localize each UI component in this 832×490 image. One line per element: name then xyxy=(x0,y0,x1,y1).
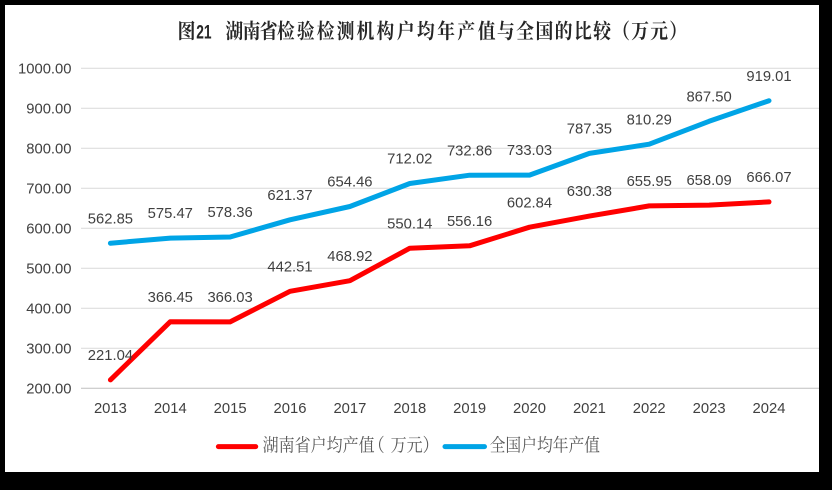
svg-text:630.38: 630.38 xyxy=(567,184,612,200)
svg-text:655.95: 655.95 xyxy=(627,174,672,190)
svg-text:556.16: 556.16 xyxy=(447,214,492,230)
svg-text:1000.00: 1000.00 xyxy=(18,61,72,77)
svg-text:2016: 2016 xyxy=(274,401,307,417)
svg-text:867.50: 867.50 xyxy=(686,89,731,105)
svg-text:468.92: 468.92 xyxy=(327,249,372,265)
svg-text:666.07: 666.07 xyxy=(746,170,791,186)
svg-text:442.51: 442.51 xyxy=(267,259,312,275)
svg-text:21: 21 xyxy=(196,23,212,44)
svg-text:2021: 2021 xyxy=(573,401,606,417)
svg-text:621.37: 621.37 xyxy=(267,188,312,204)
svg-text:2017: 2017 xyxy=(333,401,366,417)
svg-text:733.03: 733.03 xyxy=(507,143,552,159)
svg-text:2015: 2015 xyxy=(214,401,247,417)
svg-text:200.00: 200.00 xyxy=(26,381,71,397)
svg-text:2013: 2013 xyxy=(94,401,127,417)
svg-text:600.00: 600.00 xyxy=(26,221,71,237)
svg-text:562.85: 562.85 xyxy=(88,211,133,227)
svg-text:2023: 2023 xyxy=(693,401,726,417)
svg-text:919.01: 919.01 xyxy=(746,69,791,85)
svg-text:575.47: 575.47 xyxy=(148,206,193,222)
svg-text:2018: 2018 xyxy=(393,401,426,417)
svg-text:2014: 2014 xyxy=(154,401,187,417)
svg-text:800.00: 800.00 xyxy=(26,141,71,157)
svg-text:700.00: 700.00 xyxy=(26,181,71,197)
svg-text:2022: 2022 xyxy=(633,401,666,417)
svg-text:550.14: 550.14 xyxy=(387,216,432,232)
svg-text:400.00: 400.00 xyxy=(26,301,71,317)
svg-text:366.03: 366.03 xyxy=(207,290,252,306)
svg-text:2019: 2019 xyxy=(453,401,486,417)
svg-text:2024: 2024 xyxy=(753,401,786,417)
svg-text:787.35: 787.35 xyxy=(567,122,612,138)
svg-text:300.00: 300.00 xyxy=(26,341,71,357)
svg-text:500.00: 500.00 xyxy=(26,261,71,277)
svg-text:221.04: 221.04 xyxy=(88,348,133,364)
svg-text:900.00: 900.00 xyxy=(26,101,71,117)
svg-text:366.45: 366.45 xyxy=(148,290,193,306)
svg-text:602.84: 602.84 xyxy=(507,195,552,211)
svg-text:654.46: 654.46 xyxy=(327,175,372,191)
svg-text:658.09: 658.09 xyxy=(686,173,731,189)
svg-text:732.86: 732.86 xyxy=(447,143,492,159)
svg-text:712.02: 712.02 xyxy=(387,152,432,168)
svg-text:2020: 2020 xyxy=(513,401,546,417)
svg-text:810.29: 810.29 xyxy=(627,112,672,128)
svg-text:578.36: 578.36 xyxy=(207,205,252,221)
